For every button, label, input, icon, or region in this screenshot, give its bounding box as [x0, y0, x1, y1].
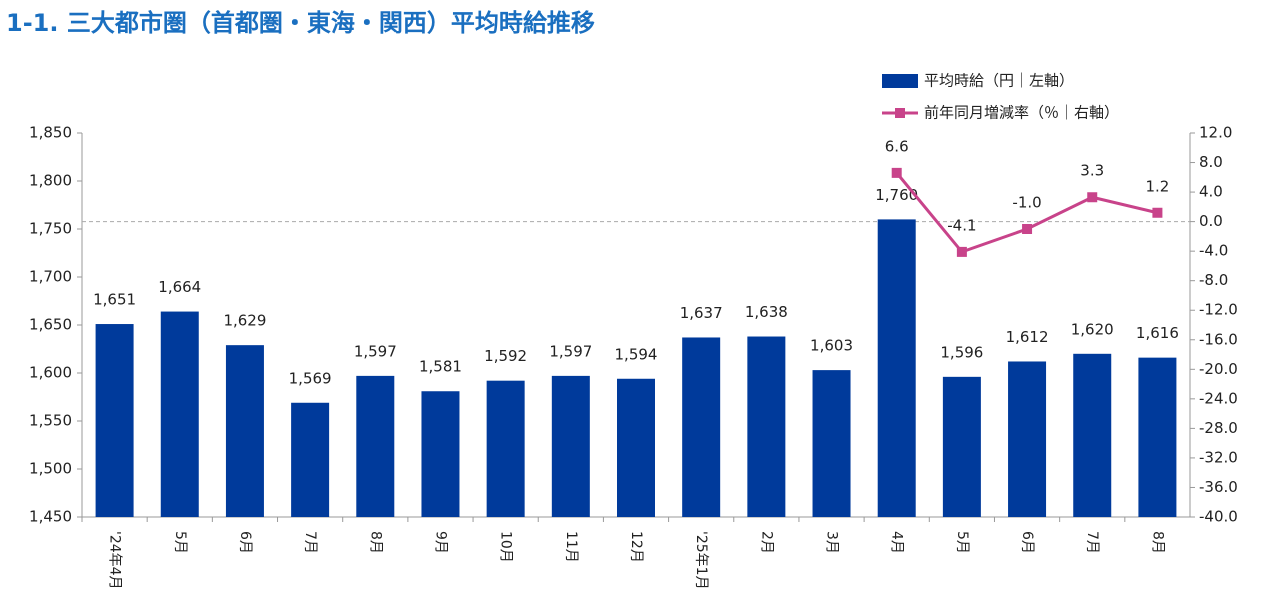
line-value-label: 6.6 — [885, 137, 909, 155]
bar — [421, 391, 460, 517]
bar — [1073, 353, 1112, 517]
chart-title: 1-1. 三大都市圏（首都圏・東海・関西）平均時給推移 — [6, 9, 595, 37]
legend-swatch — [882, 74, 918, 88]
y2-tick-label: -8.0 — [1199, 271, 1228, 289]
x-tick-label: '24年4月 — [107, 531, 123, 590]
y-tick-label: 1,600 — [29, 364, 72, 382]
x-tick-label: 7月 — [1084, 531, 1100, 554]
bar-value-label: 1,629 — [223, 312, 266, 330]
y2-tick-label: -12.0 — [1199, 301, 1238, 319]
line-value-label: 3.3 — [1080, 162, 1104, 180]
bar — [682, 337, 721, 517]
x-tick-label: 8月 — [367, 531, 383, 554]
y2-tick-label: -16.0 — [1199, 330, 1238, 348]
y-tick-label: 1,850 — [29, 124, 72, 142]
y2-tick-label: -4.0 — [1199, 242, 1228, 260]
line — [895, 171, 1158, 254]
line-marker — [1152, 207, 1163, 218]
x-tick-label: 6月 — [237, 531, 253, 554]
y2-tick-label: 0.0 — [1199, 212, 1223, 230]
legend-label: 平均時給（円｜左軸） — [924, 72, 1074, 90]
bar — [486, 380, 525, 517]
y-tick-label: 1,500 — [29, 460, 72, 478]
bar — [551, 375, 590, 517]
bar — [1138, 357, 1177, 517]
x-tick-label: '25年1月 — [693, 531, 709, 590]
y-tick-label: 1,650 — [29, 316, 72, 334]
bar-value-label: 1,616 — [1136, 324, 1179, 342]
bar-value-label: 1,569 — [289, 369, 332, 387]
bar-value-label: 1,597 — [549, 342, 592, 360]
x-tick-label: 10月 — [498, 531, 514, 563]
y2-tick-label: 8.0 — [1199, 153, 1223, 171]
y2-tick-label: -24.0 — [1199, 389, 1238, 407]
line-marker — [956, 246, 967, 257]
y2-tick-label: -36.0 — [1199, 478, 1238, 496]
bar-value-label: 1,603 — [810, 337, 853, 355]
bar-value-label: 1,651 — [93, 291, 136, 309]
x-tick-label: 11月 — [563, 531, 579, 563]
legend-label: 前年同月増減率（％｜右軸） — [924, 104, 1119, 122]
bar — [356, 375, 395, 517]
y2-tick-label: -40.0 — [1199, 508, 1238, 526]
line-marker — [1087, 192, 1098, 203]
x-tick-label: 12月 — [628, 531, 644, 563]
y-tick-label: 1,750 — [29, 220, 72, 238]
y-tick-label: 1,800 — [29, 172, 72, 190]
bar — [160, 311, 199, 517]
bar-value-label: 1,638 — [745, 303, 788, 321]
x-tick-label: 9月 — [432, 531, 448, 554]
bar — [225, 345, 264, 517]
bar-value-label: 1,596 — [940, 343, 983, 361]
bar-value-label: 1,592 — [484, 347, 527, 365]
line-marker — [891, 167, 902, 178]
y2-tick-label: -28.0 — [1199, 419, 1238, 437]
bar — [747, 336, 786, 517]
bar — [942, 376, 981, 517]
x-tick-label: 8月 — [1149, 531, 1165, 554]
line-marker — [1022, 224, 1033, 234]
bar-value-label: 1,581 — [419, 358, 462, 376]
bar — [291, 402, 330, 517]
bar — [95, 324, 134, 517]
line-value-label: -1.0 — [1012, 194, 1041, 212]
x-tick-label: 3月 — [824, 531, 840, 554]
bar-value-label: 1,760 — [875, 186, 918, 204]
x-tick-label: 2月 — [758, 531, 774, 554]
line-value-label: -4.1 — [947, 216, 976, 234]
y2-tick-label: 12.0 — [1199, 124, 1232, 142]
line-value-label: 1.2 — [1145, 177, 1169, 195]
bar — [812, 370, 851, 517]
x-tick-label: 5月 — [954, 531, 970, 554]
bar — [877, 219, 916, 517]
bar-value-label: 1,612 — [1006, 328, 1049, 346]
y2-tick-label: -20.0 — [1199, 360, 1238, 378]
y-tick-label: 1,700 — [29, 268, 72, 286]
x-tick-label: 5月 — [172, 531, 188, 554]
bar-value-label: 1,664 — [158, 278, 201, 296]
bar-value-label: 1,594 — [615, 345, 658, 363]
y-tick-label: 1,550 — [29, 412, 72, 430]
x-tick-label: 6月 — [1019, 531, 1035, 554]
x-tick-label: 7月 — [302, 531, 318, 554]
bar-value-label: 1,637 — [680, 304, 723, 322]
bar-value-label: 1,620 — [1071, 320, 1114, 338]
y-tick-label: 1,450 — [29, 508, 72, 526]
bar — [1008, 361, 1047, 517]
x-tick-label: 4月 — [889, 531, 905, 554]
y2-tick-label: -32.0 — [1199, 448, 1238, 466]
legend-marker — [895, 108, 905, 118]
bar-value-label: 1,597 — [354, 342, 397, 360]
bar — [617, 378, 655, 517]
y2-tick-label: 4.0 — [1199, 183, 1223, 201]
